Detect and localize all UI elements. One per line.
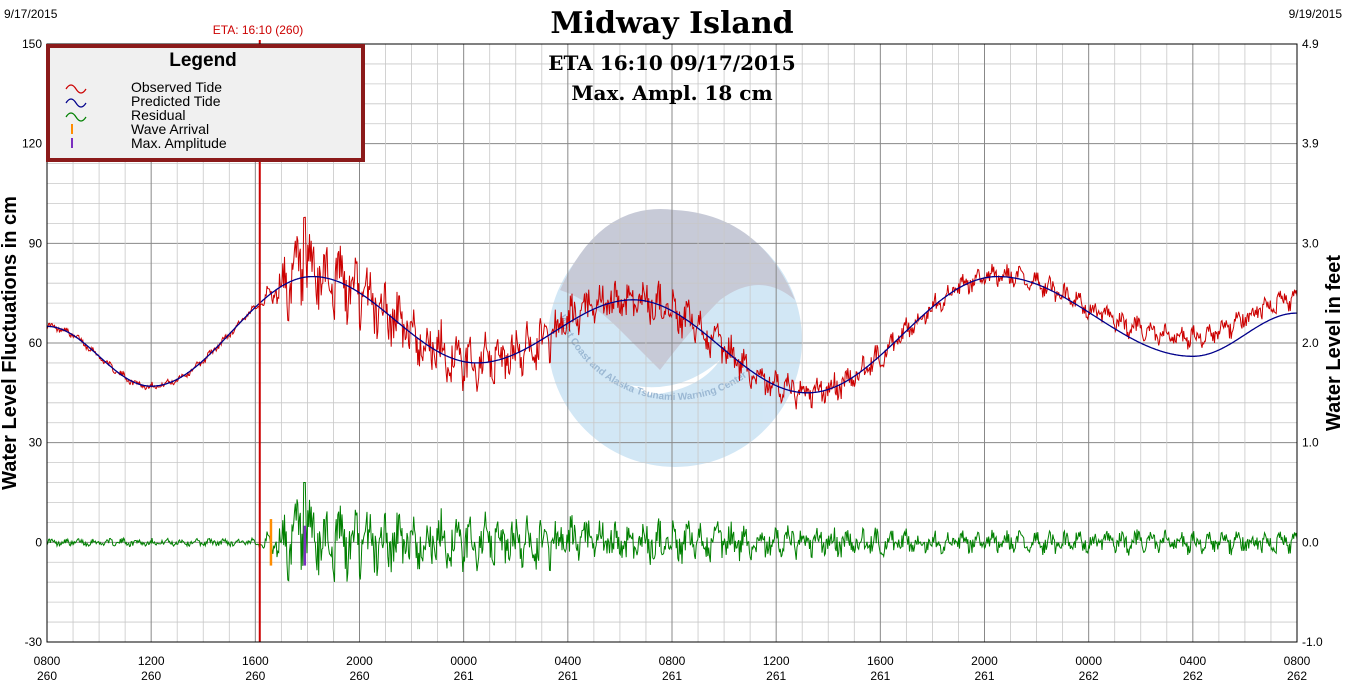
eta-info: ETA 16:10 09/17/2015 <box>548 51 795 75</box>
legend-item-label: Wave Arrival <box>131 121 209 137</box>
legend-title: Legend <box>169 50 237 71</box>
x-tick-label-day: 262 <box>1183 669 1203 683</box>
x-tick-label-day: 260 <box>141 669 161 683</box>
y-tick-label-left: 0 <box>35 535 42 549</box>
y-tick-label-right: 3.0 <box>1302 236 1319 250</box>
y-axis-label-left: Water Level Fluctuations in cm <box>0 196 21 490</box>
x-tick-label-time: 0800 <box>659 654 686 668</box>
x-tick-label-time: 0000 <box>450 654 477 668</box>
x-tick-label-day: 262 <box>1287 669 1307 683</box>
legend-item-label: Residual <box>131 107 185 123</box>
x-tick-label-time: 1200 <box>138 654 165 668</box>
y-tick-label-left: 90 <box>29 236 43 250</box>
x-tick-label-time: 1200 <box>763 654 790 668</box>
x-tick-label-time: 0400 <box>1179 654 1206 668</box>
y-tick-label-left: 150 <box>22 37 42 51</box>
noaa-logo-watermark: West Coast and Alaska Tsunami Warning Ce… <box>548 209 802 467</box>
eta-marker-label: ETA: 16:10 (260) <box>213 23 304 37</box>
x-tick-label-time: 1600 <box>867 654 894 668</box>
x-tick-label-day: 261 <box>454 669 474 683</box>
y-tick-label-left: -30 <box>25 635 43 649</box>
x-tick-label-day: 261 <box>870 669 890 683</box>
y-tick-label-left: 120 <box>22 137 42 151</box>
legend-swatch <box>65 98 87 108</box>
max-amplitude-info: Max. Ampl. 18 cm <box>571 81 772 105</box>
legend-item-label: Observed Tide <box>131 79 222 95</box>
x-tick-label-day: 261 <box>974 669 994 683</box>
legend-swatch <box>65 112 87 122</box>
x-tick-label-day: 260 <box>37 669 57 683</box>
y-tick-label-left: 60 <box>29 336 43 350</box>
date-right: 9/19/2015 <box>1289 7 1343 21</box>
x-tick-label-day: 261 <box>766 669 786 683</box>
y-tick-label-right: 0.0 <box>1302 535 1319 549</box>
x-tick-label-time: 0000 <box>1075 654 1102 668</box>
date-left: 9/17/2015 <box>4 7 58 21</box>
x-tick-label-day: 262 <box>1079 669 1099 683</box>
predicted-tide-line <box>47 275 1297 394</box>
x-tick-label-day: 261 <box>662 669 682 683</box>
legend-swatch <box>65 84 87 94</box>
y-tick-label-right: 4.9 <box>1302 37 1319 51</box>
y-axis-label-right: Water Level in feet <box>1323 255 1345 431</box>
x-tick-label-time: 2000 <box>971 654 998 668</box>
x-axis: 0800260120026016002602000260000026104002… <box>34 654 1311 683</box>
x-tick-label-time: 2000 <box>346 654 373 668</box>
chart-title: Midway Island <box>550 6 793 41</box>
legend-item-label: Predicted Tide <box>131 93 221 109</box>
y-tick-label-left: 30 <box>29 436 43 450</box>
legend-item-label: Max. Amplitude <box>131 135 227 151</box>
y-tick-label-right: 3.9 <box>1302 137 1319 151</box>
residual-line <box>46 482 1298 582</box>
x-tick-label-day: 260 <box>349 669 369 683</box>
x-tick-label-time: 0800 <box>1284 654 1311 668</box>
x-tick-label-time: 0800 <box>34 654 61 668</box>
x-tick-label-day: 261 <box>558 669 578 683</box>
y-tick-label-right: -1.0 <box>1302 635 1323 649</box>
x-tick-label-time: 1600 <box>242 654 269 668</box>
y-tick-label-right: 1.0 <box>1302 436 1319 450</box>
y-axis-left: -30 0 30 60 90 120 150 <box>22 37 42 649</box>
x-tick-label-time: 0400 <box>554 654 581 668</box>
plot-border <box>46 43 1298 643</box>
x-tick-label-day: 260 <box>245 669 265 683</box>
y-axis-right: -1.0 0.0 1.0 2.0 3.0 3.9 4.9 <box>1302 37 1323 649</box>
y-tick-label-right: 2.0 <box>1302 336 1319 350</box>
